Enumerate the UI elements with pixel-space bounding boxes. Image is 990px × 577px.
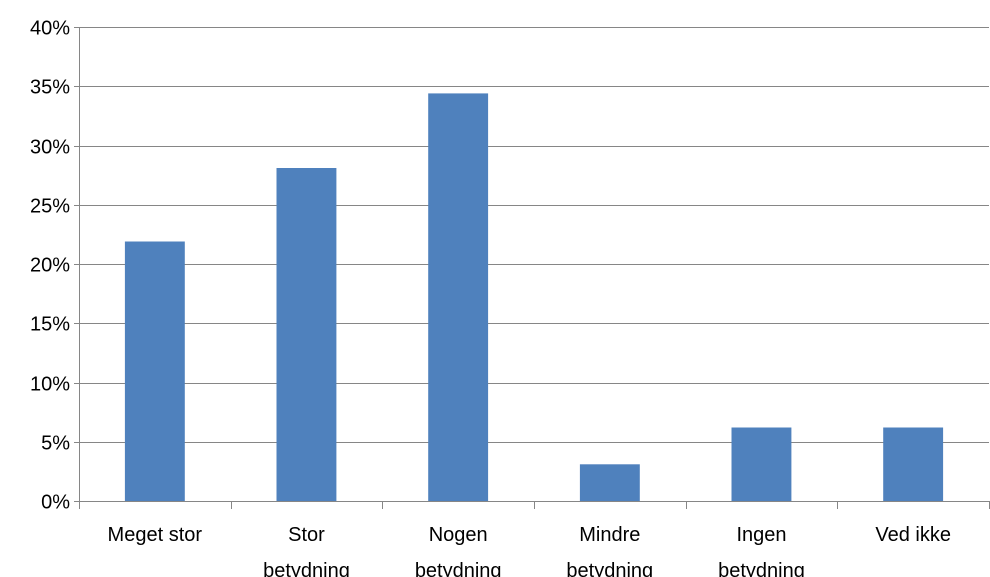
bar — [124, 241, 185, 501]
axes — [74, 27, 990, 509]
x-tick-label: Ved ikke — [875, 524, 951, 546]
x-tick-label-line: betydning — [415, 560, 502, 577]
bar — [428, 93, 489, 502]
y-axis-tick-labels: 0% 5% 10% 15% 20% 25% 30% 35% 40% — [30, 18, 70, 514]
x-tick-label-line: betydning — [263, 560, 350, 577]
bars — [124, 93, 944, 502]
x-tick-label-line: Ingen — [736, 524, 786, 546]
bar — [731, 427, 792, 501]
y-tick-label: 25% — [30, 196, 70, 218]
bar — [883, 427, 944, 501]
x-tick-label-line: betydning — [566, 560, 653, 577]
y-tick-label: 40% — [30, 18, 70, 40]
y-tick-label: 0% — [41, 492, 70, 514]
y-tick-label: 10% — [30, 374, 70, 396]
x-tick-label: Stor betydning — [263, 524, 350, 577]
x-tick-label-line: Meget stor — [108, 524, 203, 546]
x-tick-label: Nogen betydning — [415, 524, 502, 577]
y-tick-label: 15% — [30, 314, 70, 336]
x-tick-label-line: Nogen — [429, 524, 488, 546]
bar — [579, 464, 640, 501]
x-tick-label-line: Stor — [288, 524, 325, 546]
x-tick-label-line: Ved ikke — [875, 524, 951, 546]
y-tick-label: 35% — [30, 77, 70, 99]
x-tick-label: Mindre betydning — [566, 524, 653, 577]
y-tick-label: 5% — [41, 433, 70, 455]
bar — [276, 168, 337, 501]
x-tick-label: Meget stor — [108, 524, 203, 546]
y-tick-label: 20% — [30, 255, 70, 277]
x-tick-label-line: betydning — [718, 560, 805, 577]
x-tick-label-line: Mindre — [579, 524, 640, 546]
x-tick-label: Ingen betydning — [718, 524, 805, 577]
gridlines — [79, 27, 989, 443]
y-tick-label: 30% — [30, 137, 70, 159]
